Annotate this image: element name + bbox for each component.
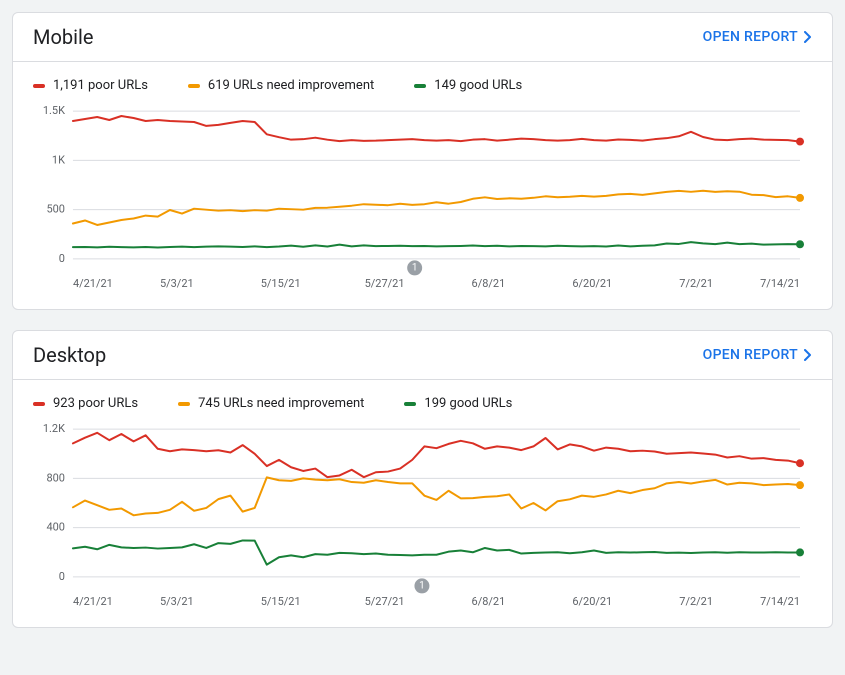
mobile-legend: 1,191 poor URLs 619 URLs need improvemen… (13, 62, 832, 97)
legend-swatch-poor (33, 84, 45, 88)
legend-item-good: 199 good URLs (404, 396, 512, 411)
svg-text:5/27/21: 5/27/21 (365, 595, 405, 608)
legend-item-good: 149 good URLs (414, 78, 522, 93)
legend-item-poor: 1,191 poor URLs (33, 78, 148, 93)
legend-label: 923 poor URLs (53, 396, 138, 411)
svg-text:6/8/21: 6/8/21 (472, 595, 506, 608)
legend-swatch-good (414, 84, 426, 88)
mobile-open-report-link[interactable]: OPEN REPORT (703, 29, 812, 45)
svg-text:0: 0 (59, 570, 65, 583)
svg-text:400: 400 (46, 521, 64, 534)
svg-text:1.2K: 1.2K (43, 422, 65, 435)
svg-text:7/2/21: 7/2/21 (679, 277, 713, 290)
chevron-right-icon (804, 31, 812, 43)
legend-swatch-need (188, 84, 200, 88)
chevron-right-icon (804, 349, 812, 361)
svg-text:7/2/21: 7/2/21 (679, 595, 713, 608)
svg-text:5/15/21: 5/15/21 (261, 595, 301, 608)
mobile-card-header: Mobile OPEN REPORT (13, 13, 832, 62)
legend-label: 619 URLs need improvement (208, 78, 374, 93)
legend-label: 149 good URLs (434, 78, 522, 93)
mobile-card: Mobile OPEN REPORT 1,191 poor URLs 619 U… (12, 12, 833, 310)
desktop-open-report-link[interactable]: OPEN REPORT (703, 347, 812, 363)
svg-text:1K: 1K (52, 153, 65, 166)
svg-text:5/15/21: 5/15/21 (261, 277, 301, 290)
svg-text:1: 1 (412, 262, 418, 273)
open-report-label: OPEN REPORT (703, 29, 798, 45)
legend-label: 199 good URLs (424, 396, 512, 411)
svg-text:6/20/21: 6/20/21 (572, 277, 612, 290)
desktop-title: Desktop (33, 343, 106, 367)
mobile-chart: 0 500 1K 1.5K 1 4/21/21 5/3/21 5/15/21 5/27/21 6/… (13, 97, 832, 309)
desktop-legend: 923 poor URLs 745 URLs need improvement … (13, 380, 832, 415)
svg-text:5/3/21: 5/3/21 (160, 277, 194, 290)
mobile-title: Mobile (33, 25, 93, 49)
legend-swatch-poor (33, 402, 45, 406)
svg-text:1.5K: 1.5K (43, 104, 65, 117)
svg-text:4/21/21: 4/21/21 (73, 595, 113, 608)
svg-text:800: 800 (46, 471, 64, 484)
desktop-card: Desktop OPEN REPORT 923 poor URLs 745 UR… (12, 330, 833, 628)
mobile-chart-svg: 0 500 1K 1.5K 1 4/21/21 5/3/21 5/15/21 5/27/21 6/… (33, 101, 812, 301)
desktop-card-header: Desktop OPEN REPORT (13, 331, 832, 380)
svg-text:4/21/21: 4/21/21 (73, 277, 113, 290)
svg-text:5/3/21: 5/3/21 (160, 595, 194, 608)
legend-swatch-need (178, 402, 190, 406)
svg-text:6/20/21: 6/20/21 (572, 595, 612, 608)
legend-label: 745 URLs need improvement (198, 396, 364, 411)
svg-text:7/14/21: 7/14/21 (760, 277, 800, 290)
desktop-chart-svg: 0 400 800 1.2K 1 4/21/21 5/3/21 5/15/21 5/27/21 6… (33, 419, 812, 619)
svg-text:500: 500 (46, 203, 64, 216)
legend-label: 1,191 poor URLs (53, 78, 148, 93)
svg-text:7/14/21: 7/14/21 (760, 595, 800, 608)
svg-text:0: 0 (59, 252, 65, 265)
open-report-label: OPEN REPORT (703, 347, 798, 363)
legend-swatch-good (404, 402, 416, 406)
svg-text:1: 1 (419, 580, 425, 591)
legend-item-need: 619 URLs need improvement (188, 78, 374, 93)
legend-item-poor: 923 poor URLs (33, 396, 138, 411)
desktop-chart: 0 400 800 1.2K 1 4/21/21 5/3/21 5/15/21 5/27/21 6… (13, 415, 832, 627)
svg-text:5/27/21: 5/27/21 (365, 277, 405, 290)
svg-text:6/8/21: 6/8/21 (472, 277, 506, 290)
legend-item-need: 745 URLs need improvement (178, 396, 364, 411)
